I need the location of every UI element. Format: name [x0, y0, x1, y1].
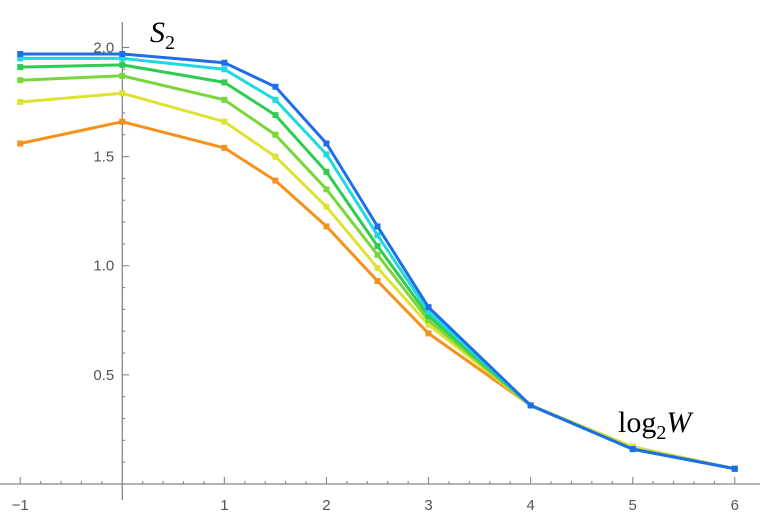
- y-tick-label: 0.5: [93, 367, 114, 384]
- y-axis-label-sub: 2: [165, 32, 175, 54]
- data-point: [374, 251, 381, 258]
- x-axis-label-var: W: [666, 406, 694, 439]
- series-line: [20, 52, 736, 471]
- data-point: [323, 203, 330, 210]
- x-axis-label-base: log: [618, 406, 656, 439]
- series-layer: [17, 51, 738, 472]
- data-point: [374, 232, 381, 239]
- data-point: [272, 112, 279, 119]
- x-axis-label-sub: 2: [656, 422, 666, 444]
- data-point: [221, 144, 228, 151]
- data-point: [629, 446, 636, 453]
- data-point: [731, 465, 738, 472]
- data-point: [323, 168, 330, 175]
- data-point: [17, 51, 24, 58]
- axes: −1 1 2 3 4 5 6 0.5 1.0 1.5 2.0: [0, 22, 760, 514]
- data-point: [272, 96, 279, 103]
- data-point: [272, 83, 279, 90]
- data-point: [374, 243, 381, 250]
- data-point: [323, 151, 330, 158]
- y-tick-label: 2.0: [93, 39, 114, 56]
- y-axis-label: S2: [150, 16, 175, 54]
- data-point: [221, 96, 228, 103]
- data-point: [17, 55, 24, 62]
- data-point: [323, 223, 330, 230]
- data-point: [221, 79, 228, 86]
- data-point: [425, 312, 432, 319]
- data-point: [221, 66, 228, 73]
- data-point: [272, 153, 279, 160]
- data-point: [323, 186, 330, 193]
- data-point: [374, 264, 381, 271]
- data-point: [119, 51, 126, 58]
- data-point: [17, 77, 24, 84]
- series-6: [17, 51, 738, 472]
- data-point: [272, 131, 279, 138]
- data-point: [425, 317, 432, 324]
- data-point: [119, 72, 126, 79]
- data-point: [119, 118, 126, 125]
- data-point: [119, 90, 126, 97]
- data-point: [119, 55, 126, 62]
- data-point: [272, 177, 279, 184]
- data-point: [425, 308, 432, 315]
- data-point: [425, 330, 432, 337]
- x-tick-label: 5: [629, 497, 637, 514]
- y-axis-label-var: S: [150, 16, 165, 49]
- x-tick-label: 3: [424, 497, 432, 514]
- data-point: [374, 278, 381, 285]
- data-point: [119, 61, 126, 68]
- x-tick-label: 2: [322, 497, 330, 514]
- y-tick-label: 1.0: [93, 258, 114, 275]
- data-point: [527, 402, 534, 409]
- x-tick-label: 1: [220, 497, 228, 514]
- y-tick-label: 1.5: [93, 149, 114, 166]
- data-point: [17, 140, 24, 147]
- data-point: [17, 99, 24, 106]
- data-point: [17, 64, 24, 71]
- x-tick-label: −1: [12, 497, 29, 514]
- x-tick-label: 6: [731, 497, 739, 514]
- data-point: [323, 140, 330, 147]
- data-point: [425, 321, 432, 328]
- data-point: [221, 59, 228, 66]
- data-point: [221, 118, 228, 125]
- x-tick-label: 4: [526, 497, 534, 514]
- data-point: [374, 223, 381, 230]
- x-axis-label: log2W: [618, 406, 694, 444]
- data-point: [425, 304, 432, 311]
